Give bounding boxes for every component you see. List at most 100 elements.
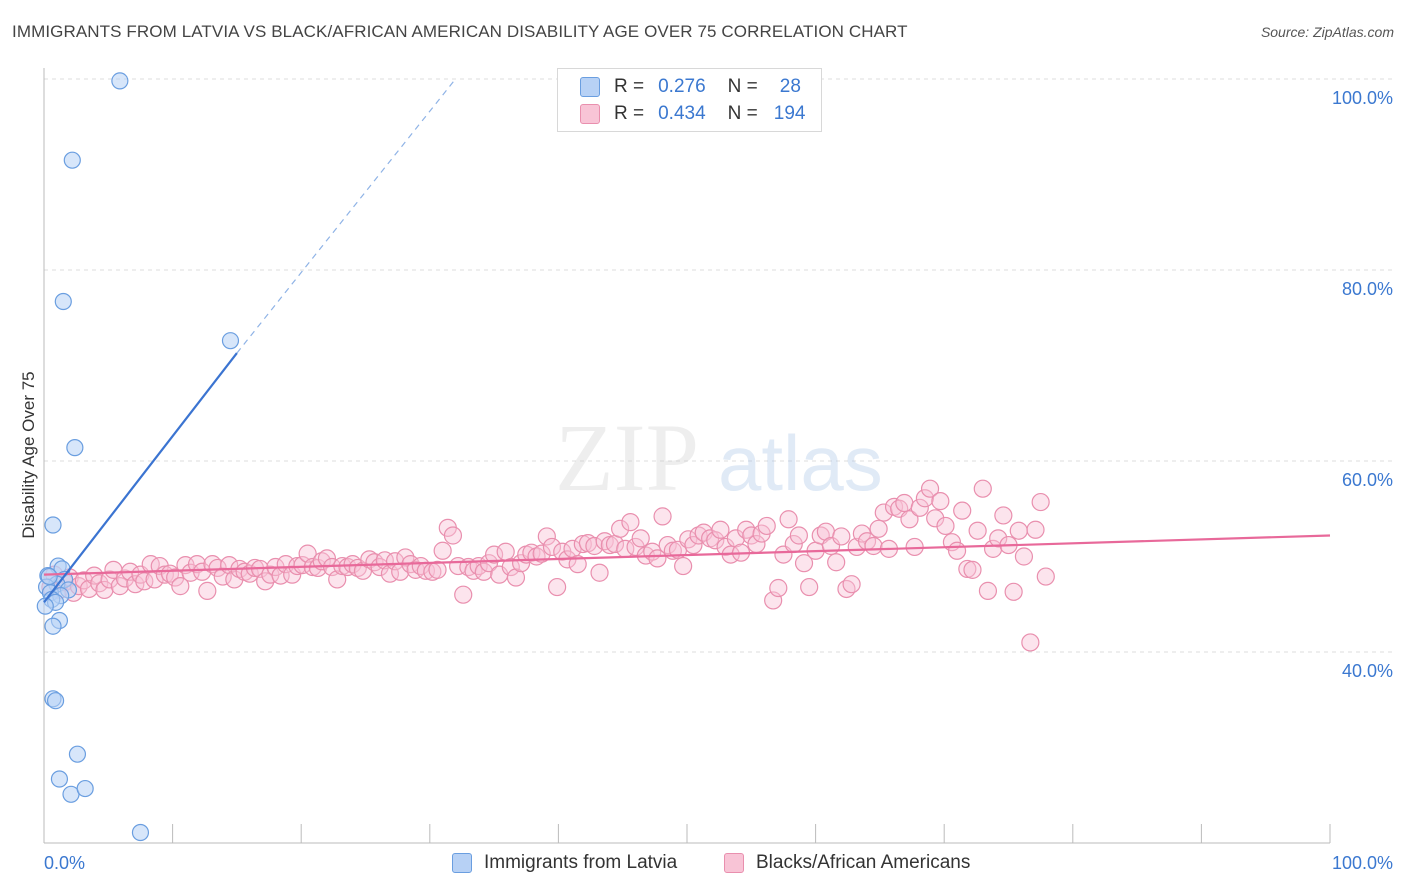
data-point-blacks <box>631 529 650 548</box>
data-point-blacks <box>800 577 819 597</box>
data-point-blacks <box>585 536 604 556</box>
data-point-blacks <box>621 513 640 532</box>
legend-r-value: 0.276 <box>658 76 706 97</box>
data-point-blacks <box>989 529 1008 548</box>
data-point-blacks <box>141 555 160 574</box>
y-tick-label: 100.0% <box>1332 88 1393 108</box>
data-point-blacks <box>963 560 982 579</box>
data-point-blacks <box>590 563 609 582</box>
legend-swatch-blacks <box>580 104 600 124</box>
data-point-blacks <box>947 541 967 560</box>
data-point-blacks <box>653 507 672 526</box>
trend-line-latvia <box>43 352 238 604</box>
y-tick-label: 80.0% <box>1342 279 1393 299</box>
axes <box>43 68 1331 844</box>
data-point-blacks <box>978 581 998 600</box>
bottom-legend-swatch-blacks <box>724 853 744 873</box>
legend-row-latvia: R = 0.276 N = 28 <box>580 75 801 99</box>
watermark: ZIP atlas <box>555 404 883 511</box>
trend-line-blacks <box>43 534 1331 576</box>
data-point-blacks <box>931 492 950 511</box>
data-point-blacks <box>198 581 217 600</box>
data-point-latvia <box>36 597 54 615</box>
data-point-blacks <box>994 506 1013 525</box>
data-point-latvia <box>131 823 150 842</box>
data-point-blacks <box>832 527 851 546</box>
data-point-blacks <box>213 567 232 586</box>
data-point-blacks <box>74 571 93 590</box>
data-point-blacks <box>611 519 630 538</box>
data-point-blacks <box>769 578 788 598</box>
y-axis-label: Disability Age Over 75 <box>19 371 38 538</box>
data-point-blacks <box>958 559 977 579</box>
data-point-blacks <box>1031 492 1050 512</box>
series-latvia-points <box>36 72 240 842</box>
data-point-blacks <box>95 580 114 600</box>
series-blacks-points <box>41 479 1055 652</box>
data-point-blacks <box>171 577 190 596</box>
data-point-blacks <box>433 541 452 560</box>
data-point-blacks <box>910 498 929 517</box>
data-point-blacks <box>920 479 940 498</box>
data-point-blacks <box>532 544 551 563</box>
data-point-blacks <box>874 503 893 522</box>
legend-n-label: N = <box>727 76 758 97</box>
data-point-blacks <box>895 493 914 513</box>
data-point-blacks <box>926 509 945 528</box>
data-point-blacks <box>900 510 919 529</box>
data-point-blacks <box>648 549 667 568</box>
y-tick-labels: 40.0% 60.0% 80.0% 100.0% <box>1332 88 1393 681</box>
data-point-blacks <box>474 562 493 581</box>
data-point-blacks <box>1004 582 1023 601</box>
y-tick-label: 40.0% <box>1342 661 1393 681</box>
data-point-blacks <box>706 531 725 550</box>
bottom-legend-blacks: Blacks/African Americans <box>724 852 970 874</box>
data-point-blacks <box>600 535 619 555</box>
data-point-blacks <box>674 556 693 576</box>
data-point-latvia <box>76 779 94 798</box>
data-point-blacks <box>1026 520 1045 539</box>
data-point-blacks <box>1009 521 1028 540</box>
data-point-blacks <box>479 554 499 573</box>
bottom-legend-label-blacks: Blacks/African Americans <box>756 852 971 873</box>
legend-row-blacks: R = 0.434 N = 194 <box>580 102 805 126</box>
data-point-latvia <box>221 332 240 350</box>
data-point-blacks <box>827 553 846 572</box>
data-point-blacks <box>548 577 567 597</box>
data-point-blacks <box>385 552 405 571</box>
data-point-blacks <box>679 530 698 549</box>
data-point-blacks <box>711 520 730 539</box>
legend-swatch-latvia <box>580 77 600 97</box>
data-point-blacks <box>454 585 473 604</box>
data-point-blacks <box>79 579 99 599</box>
data-point-blacks <box>757 516 776 536</box>
x-tick-labels: 0.0% 100.0% <box>44 853 1393 873</box>
bottom-legend-swatch-latvia <box>452 853 472 873</box>
data-point-blacks <box>842 575 861 594</box>
x-tick-label: 100.0% <box>1332 853 1393 873</box>
watermark-atlas: atlas <box>718 419 883 507</box>
data-point-latvia <box>54 292 72 311</box>
data-point-blacks <box>915 489 935 508</box>
data-point-blacks <box>973 479 992 498</box>
trend-line-latvia-extension <box>236 78 456 354</box>
data-point-blacks <box>428 560 447 579</box>
data-point-blacks <box>100 570 119 589</box>
data-point-blacks <box>794 554 814 573</box>
data-point-latvia <box>40 567 58 586</box>
bottom-legend-latvia: Immigrants from Latvia <box>452 852 677 874</box>
data-point-blacks <box>193 562 212 581</box>
x-tick-label: 0.0% <box>44 853 85 873</box>
legend-r-label: R = <box>614 76 645 97</box>
data-point-blacks <box>537 527 556 546</box>
data-point-blacks <box>496 542 515 561</box>
data-point-blacks <box>689 526 708 545</box>
data-point-blacks <box>658 535 677 555</box>
watermark-zip: ZIP <box>555 404 699 511</box>
legend-n-value: 194 <box>773 103 806 124</box>
data-point-blacks <box>779 510 798 529</box>
data-point-blacks <box>506 568 526 587</box>
bottom-legend-label-latvia: Immigrants from Latvia <box>484 852 678 873</box>
data-point-latvia <box>50 770 69 788</box>
data-point-blacks <box>737 520 756 539</box>
